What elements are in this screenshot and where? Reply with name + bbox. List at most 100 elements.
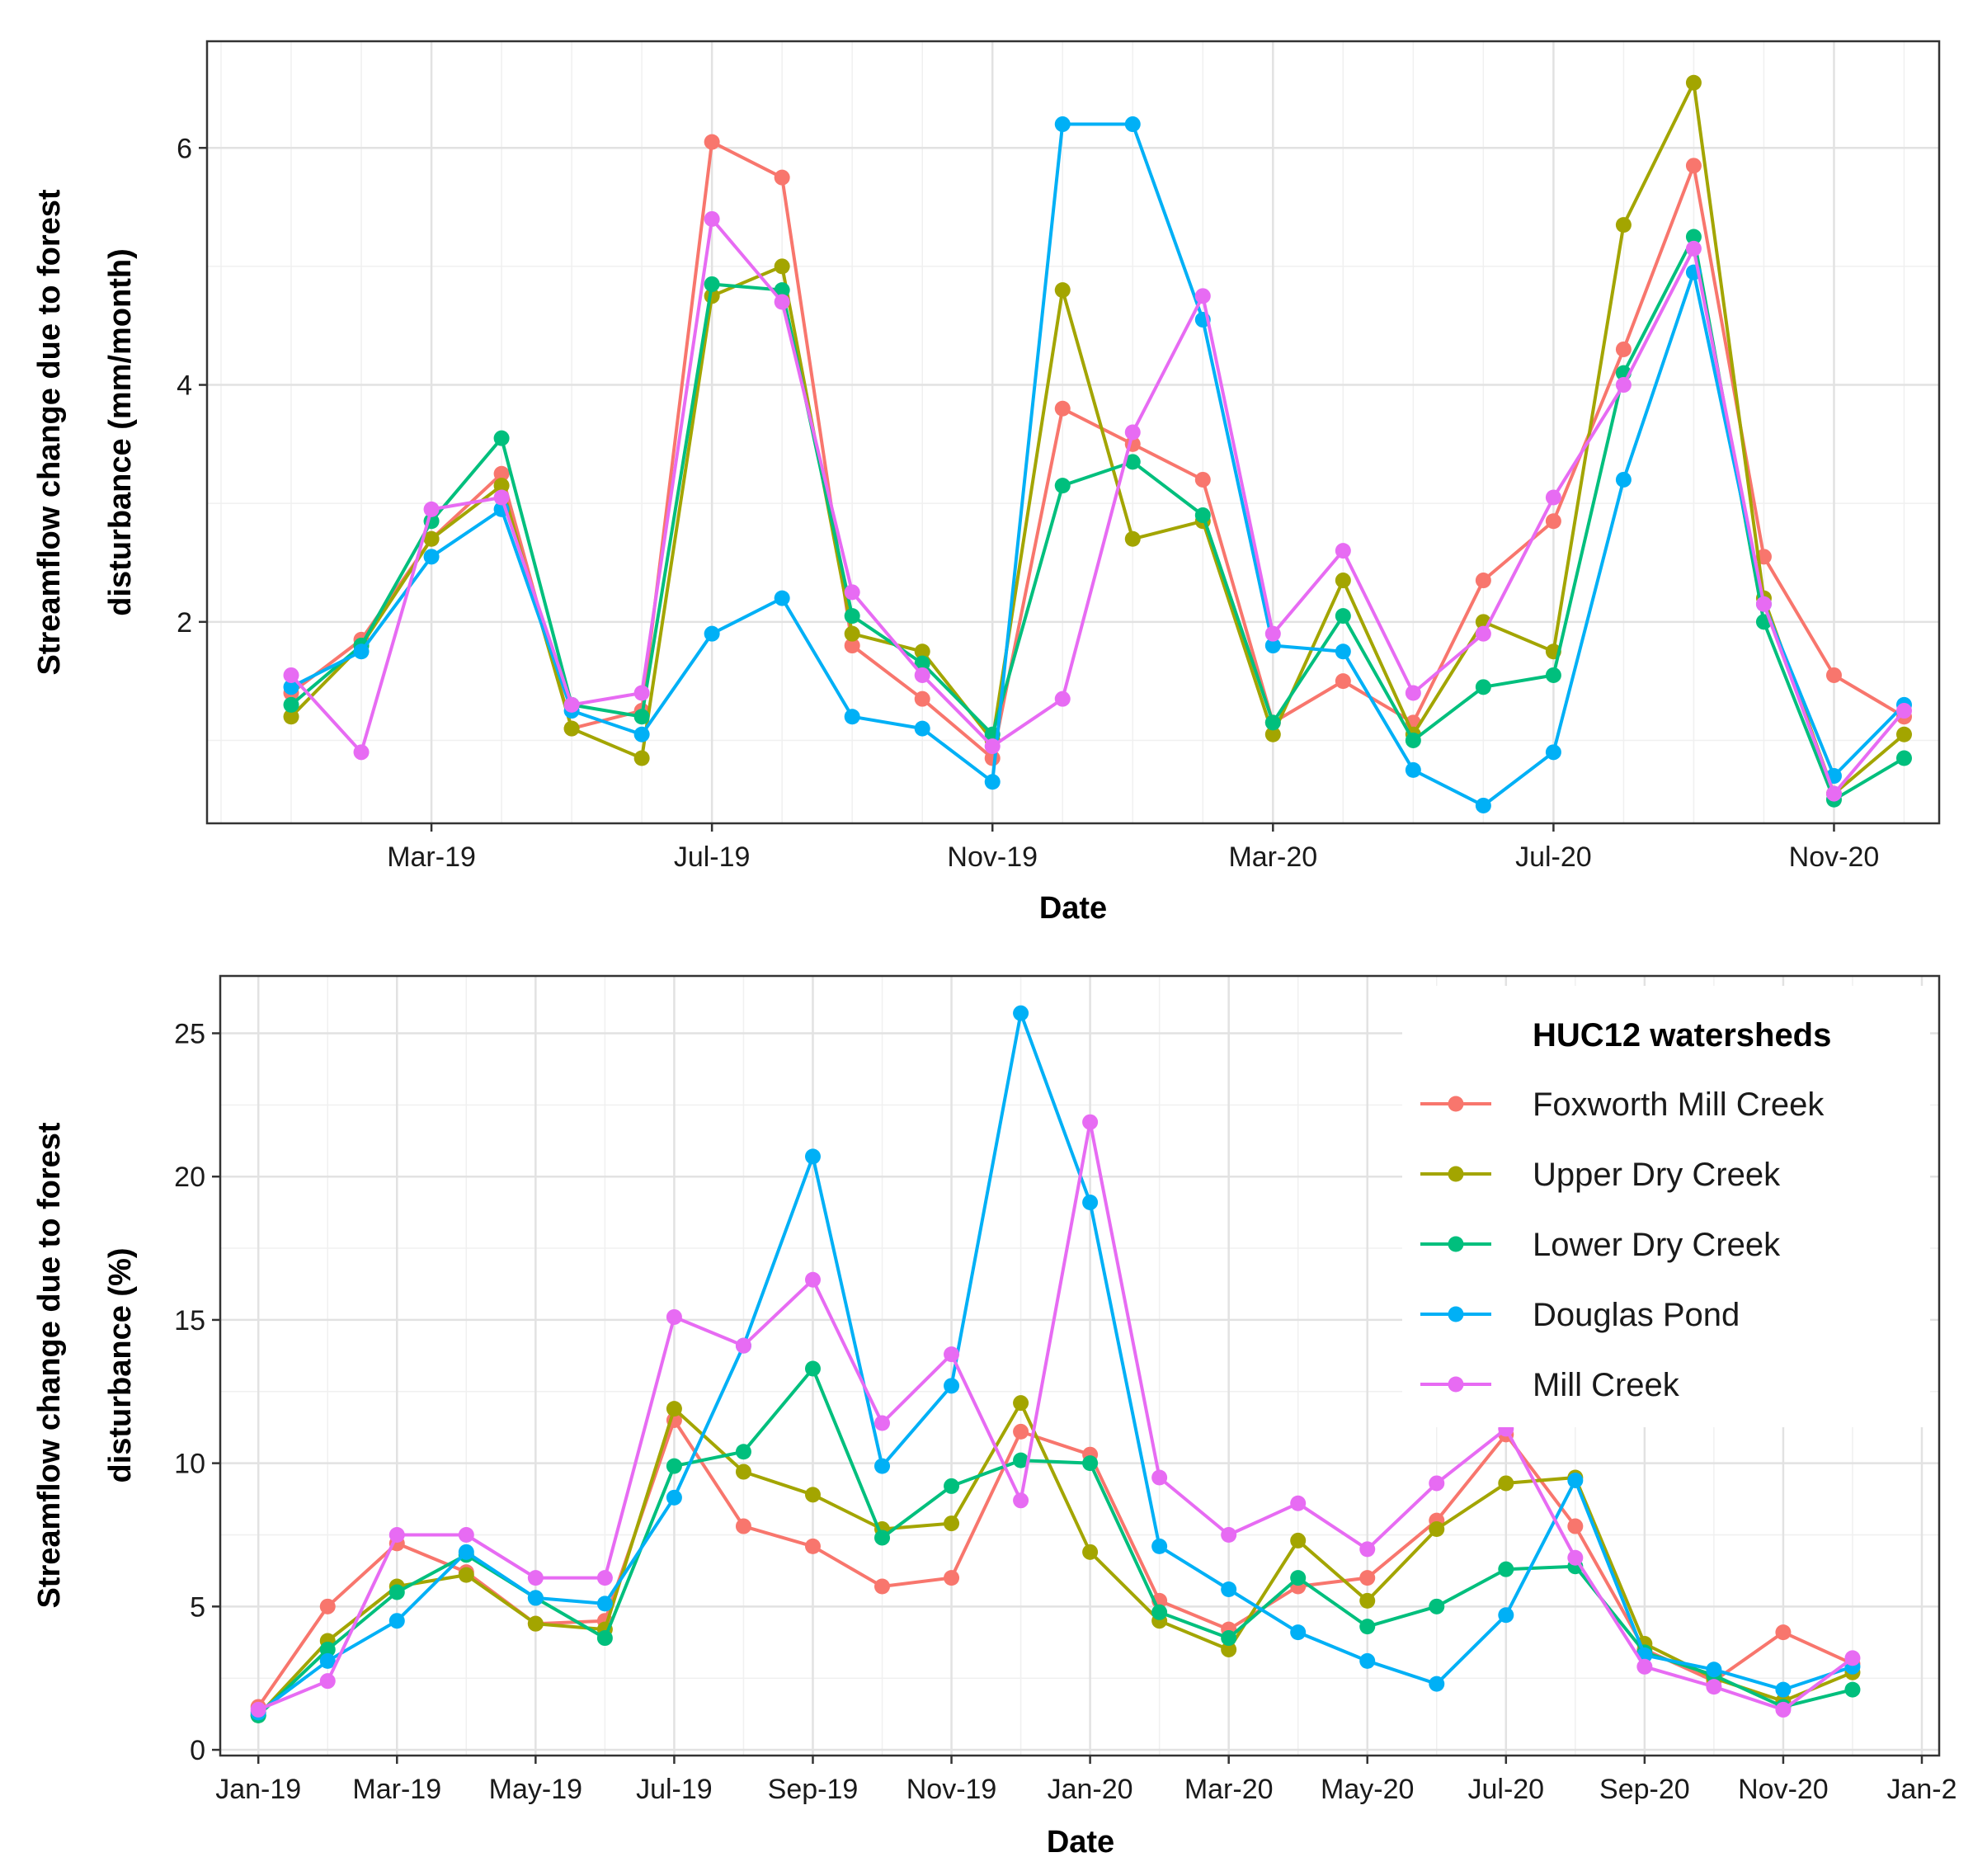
- bottom-point-mill-creek: [1151, 1469, 1168, 1486]
- bottom-point-douglas-pond: [1429, 1676, 1445, 1692]
- bottom-point-lower-dry-creek: [1429, 1598, 1445, 1614]
- top-point-foxworth-mill-creek: [1615, 341, 1632, 357]
- top-point-foxworth-mill-creek: [774, 169, 790, 186]
- top-point-upper-dry-creek: [1054, 282, 1071, 299]
- bottom-x-tick-label: Sep-19: [768, 1774, 859, 1805]
- bottom-point-upper-dry-creek: [527, 1615, 544, 1632]
- bottom-series-mill-creek: [250, 1114, 1861, 1718]
- legend-label: Douglas Pond: [1533, 1297, 1740, 1333]
- top-point-mill-creek: [774, 294, 790, 310]
- legend-label: Upper Dry Creek: [1533, 1157, 1781, 1193]
- top-line-douglas-pond: [290, 122, 1905, 808]
- bottom-x-tick-label: Jan-2: [1886, 1774, 1957, 1805]
- top-point-douglas-pond: [1264, 638, 1281, 654]
- bottom-point-foxworth-mill-creek: [1013, 1423, 1029, 1440]
- legend: HUC12 watersheds Foxworth Mill Creek Uppe…: [1402, 986, 1930, 1427]
- bottom-point-foxworth-mill-creek: [319, 1598, 336, 1614]
- top-point-mill-creek: [984, 738, 1001, 755]
- top-point-foxworth-mill-creek: [1194, 471, 1211, 488]
- top-point-douglas-pond: [1054, 116, 1071, 133]
- top-y-tick-label: 6: [177, 133, 192, 164]
- bottom-point-douglas-pond: [1013, 1005, 1029, 1021]
- top-point-upper-dry-creek: [1264, 726, 1281, 742]
- bottom-point-upper-dry-creek: [1013, 1395, 1029, 1412]
- top-point-douglas-pond: [704, 625, 720, 642]
- bottom-point-foxworth-mill-creek: [944, 1570, 960, 1586]
- top-point-upper-dry-creek: [423, 530, 440, 547]
- bottom-point-douglas-pond: [874, 1458, 891, 1474]
- bottom-point-mill-creek: [458, 1526, 474, 1543]
- top-point-foxworth-mill-creek: [493, 465, 510, 482]
- bottom-point-upper-dry-creek: [1498, 1475, 1514, 1492]
- top-point-douglas-pond: [844, 709, 860, 725]
- top-series-layer: [283, 74, 1912, 813]
- bottom-point-mill-creek: [666, 1308, 682, 1325]
- bottom-panel-percent: 0 5 10 15 20 25 Jan-19 Mar-19 May-19 Jul-19 Sep-1…: [32, 974, 1957, 1860]
- legend-items: Foxworth Mill Creek Upper Dry Creek Lower …: [1420, 1086, 1825, 1403]
- bottom-point-mill-creek: [319, 1673, 336, 1690]
- bottom-point-lower-dry-creek: [596, 1630, 613, 1647]
- bottom-point-foxworth-mill-creek: [1775, 1624, 1792, 1641]
- bottom-point-foxworth-mill-creek: [804, 1538, 821, 1554]
- bottom-point-lower-dry-creek: [1359, 1619, 1376, 1635]
- top-point-lower-dry-creek: [1335, 608, 1351, 625]
- bottom-point-mill-creek: [874, 1415, 891, 1431]
- top-point-douglas-pond: [353, 643, 370, 660]
- bottom-x-tick-label: Jul-19: [636, 1774, 713, 1805]
- legend-label: Lower Dry Creek: [1533, 1227, 1781, 1263]
- bottom-y-tick-label: 5: [190, 1591, 205, 1623]
- top-point-mill-creek: [1545, 489, 1561, 506]
- top-point-mill-creek: [283, 667, 299, 683]
- bottom-point-lower-dry-creek: [1290, 1570, 1307, 1586]
- bottom-line-douglas-pond: [257, 1011, 1853, 1714]
- top-point-mill-creek: [1264, 625, 1281, 642]
- bottom-point-lower-dry-creek: [944, 1478, 960, 1494]
- bottom-x-tick-label: Jul-20: [1467, 1774, 1544, 1805]
- top-point-douglas-pond: [423, 549, 440, 565]
- top-point-foxworth-mill-creek: [914, 691, 930, 707]
- bottom-x-tick-label: Mar-20: [1184, 1774, 1274, 1805]
- top-point-mill-creek: [844, 584, 860, 601]
- bottom-point-foxworth-mill-creek: [1359, 1570, 1376, 1586]
- bottom-point-douglas-pond: [1151, 1538, 1168, 1554]
- top-point-lower-dry-creek: [1124, 454, 1141, 470]
- bottom-point-douglas-pond: [666, 1489, 682, 1506]
- top-line-lower-dry-creek: [290, 235, 1905, 802]
- bottom-point-mill-creek: [1706, 1679, 1722, 1695]
- bottom-x-tick-label: Sep-20: [1599, 1774, 1690, 1805]
- bottom-x-tick-label: Jan-20: [1048, 1774, 1133, 1805]
- bottom-point-douglas-pond: [458, 1544, 474, 1560]
- top-point-upper-dry-creek: [844, 625, 860, 642]
- legend-swatch-point: [1448, 1096, 1464, 1112]
- bottom-point-foxworth-mill-creek: [1567, 1518, 1584, 1534]
- top-point-douglas-pond: [1475, 797, 1491, 813]
- bottom-point-mill-creek: [1429, 1475, 1445, 1492]
- bottom-point-mill-creek: [1082, 1114, 1099, 1130]
- top-point-mill-creek: [1405, 685, 1421, 701]
- bottom-point-mill-creek: [1567, 1549, 1584, 1566]
- top-point-mill-creek: [1124, 424, 1141, 441]
- bottom-point-douglas-pond: [527, 1590, 544, 1606]
- bottom-point-upper-dry-creek: [1290, 1532, 1307, 1548]
- bottom-point-mill-creek: [944, 1346, 960, 1363]
- bottom-point-mill-creek: [1290, 1495, 1307, 1511]
- top-point-douglas-pond: [914, 720, 930, 737]
- bottom-y-tick-label: 10: [174, 1449, 205, 1480]
- top-point-mill-creek: [704, 210, 720, 227]
- legend-item-foxworth-mill-creek: Foxworth Mill Creek: [1420, 1086, 1825, 1123]
- bottom-x-tick-label: May-20: [1321, 1774, 1414, 1805]
- top-point-foxworth-mill-creek: [1475, 573, 1491, 589]
- bottom-point-douglas-pond: [944, 1378, 960, 1394]
- top-x-tick-label: Nov-19: [947, 841, 1038, 873]
- bottom-point-douglas-pond: [1221, 1581, 1237, 1597]
- bottom-point-mill-creek: [735, 1337, 751, 1354]
- top-point-foxworth-mill-creek: [1825, 667, 1842, 683]
- top-line-mill-creek: [290, 217, 1906, 796]
- bottom-point-mill-creek: [1775, 1701, 1792, 1718]
- bottom-point-lower-dry-creek: [1498, 1561, 1514, 1577]
- top-point-lower-dry-creek: [774, 282, 790, 299]
- bottom-x-tick-label: Nov-20: [1738, 1774, 1829, 1805]
- top-point-upper-dry-creek: [283, 709, 299, 725]
- top-x-axis: Mar-19 Jul-19 Nov-19 Mar-20 Jul-20 Nov-20: [387, 823, 1879, 873]
- bottom-point-mill-creek: [1844, 1650, 1861, 1666]
